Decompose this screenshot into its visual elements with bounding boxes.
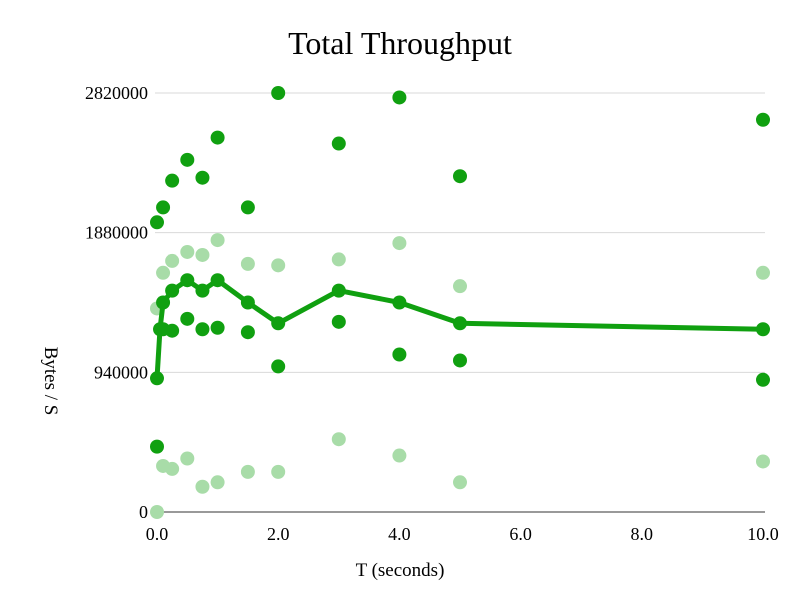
series-mean-point	[453, 316, 467, 331]
y-tick-label: 940000	[94, 362, 148, 382]
series-mean-point	[156, 295, 171, 310]
x-tick-label: 10.0	[747, 524, 779, 544]
x-tick-label: 8.0	[631, 524, 654, 544]
x-tick-label: 2.0	[267, 524, 290, 544]
series-mean-point	[271, 316, 286, 331]
series-max-point	[165, 173, 180, 188]
series-max-point	[195, 170, 210, 185]
x-axis-label: T (seconds)	[356, 560, 445, 581]
series-lower-point	[453, 353, 467, 368]
series-upper-point	[180, 244, 195, 259]
y-tick-label: 0	[139, 502, 148, 522]
series-min-point	[453, 475, 467, 490]
series-lower-point	[195, 322, 210, 337]
x-tick-label: 6.0	[509, 524, 532, 544]
y-axis-label: Bytes / S	[40, 347, 61, 416]
series-mean-point	[331, 283, 346, 298]
grid	[155, 92, 765, 373]
series-lower-point	[210, 320, 225, 335]
series-max-point	[453, 169, 467, 184]
series-min-point	[331, 432, 346, 447]
series-upper-point	[453, 279, 467, 294]
y-tick-label: 1880000	[85, 223, 148, 243]
series-upper-point	[210, 233, 225, 248]
x-tick-label: 4.0	[388, 524, 411, 544]
series-min-point	[756, 454, 770, 469]
y-tick-label: 2820000	[85, 83, 148, 103]
series-max-point	[756, 112, 770, 127]
series-min-point	[271, 464, 286, 479]
series-min-point	[240, 464, 255, 479]
series-max-point	[210, 130, 225, 145]
x-tick-labels: 0.0 2.0 4.0 6.0 8.0 10.0	[146, 524, 779, 544]
series-lower-point	[150, 439, 164, 454]
series-max-point	[240, 200, 255, 215]
series-upper-point	[271, 258, 286, 273]
series-lower-point	[271, 359, 286, 374]
series-upper-point	[165, 253, 180, 268]
series-mean-point	[195, 283, 210, 298]
series-lower-point	[165, 323, 180, 338]
series-max-point	[392, 90, 407, 105]
series-upper-point	[156, 265, 171, 280]
series-lower-point	[392, 347, 407, 362]
series-mean-point	[210, 273, 225, 288]
series-max-point	[180, 152, 195, 167]
series-lower-point	[180, 311, 195, 326]
series-min-point	[180, 451, 195, 466]
series-min-point	[392, 448, 407, 463]
series-mean-point	[392, 295, 407, 310]
series-upper-point	[195, 247, 210, 262]
series-max-point	[156, 200, 171, 215]
plot-area	[150, 86, 770, 519]
series-max-point	[271, 86, 286, 100]
series-min-point	[195, 479, 210, 494]
series-max-point	[150, 215, 164, 230]
series-upper-point	[392, 236, 407, 251]
y-tick-labels: 0 940000 1880000 2820000	[85, 83, 148, 522]
series-mean-point	[180, 273, 195, 288]
series-max-point	[331, 136, 346, 151]
series-mean-point	[240, 295, 255, 310]
series-min-point	[165, 461, 180, 476]
series-upper-point	[240, 256, 255, 271]
series-mean-point	[756, 322, 770, 337]
series-mean-point	[165, 283, 180, 298]
series-min-point	[150, 505, 164, 519]
series-upper-point	[756, 265, 770, 280]
series-lower-point	[331, 314, 346, 329]
series-lower-point	[756, 372, 770, 387]
series-upper-point	[331, 252, 346, 267]
series-min-point	[210, 475, 225, 490]
chart-title: Total Throughput	[288, 25, 512, 61]
x-tick-label: 0.0	[146, 524, 169, 544]
series-mean-point	[150, 371, 164, 386]
series-lower-point	[240, 325, 255, 340]
